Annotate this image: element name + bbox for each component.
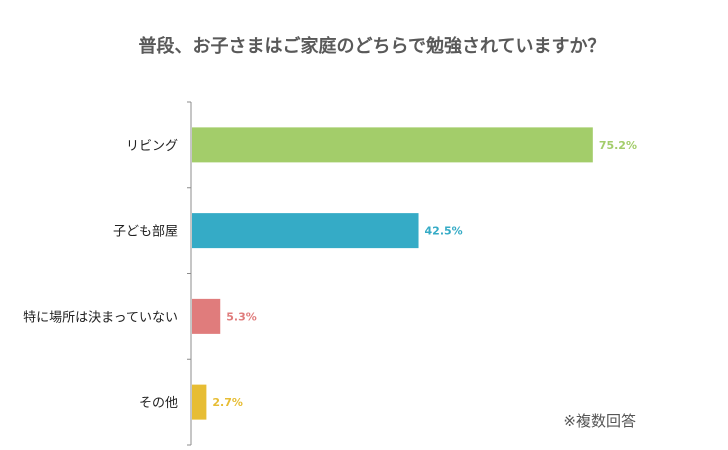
chart-title: 普段、お子さまはご家庭のどちらで勉強されていますか？ (139, 35, 606, 57)
data-label: 5.3% (226, 310, 257, 323)
bar (192, 213, 419, 249)
value-labels: 75.2% 42.5% 5.3% 2.7% (212, 139, 637, 409)
bar (192, 298, 221, 334)
bars (192, 127, 593, 420)
y-axis (187, 101, 192, 446)
category-label: 特に場所は決まっていない (23, 310, 178, 325)
data-label: 75.2% (599, 139, 637, 152)
bar (192, 127, 593, 163)
footnote: ※複数回答 (563, 412, 636, 430)
data-label: 42.5% (425, 225, 463, 238)
category-label: その他 (139, 396, 178, 411)
data-label: 2.7% (212, 396, 243, 409)
category-label: 子ども部屋 (113, 225, 178, 240)
category-label: リビング (126, 139, 178, 154)
bar (192, 384, 207, 420)
